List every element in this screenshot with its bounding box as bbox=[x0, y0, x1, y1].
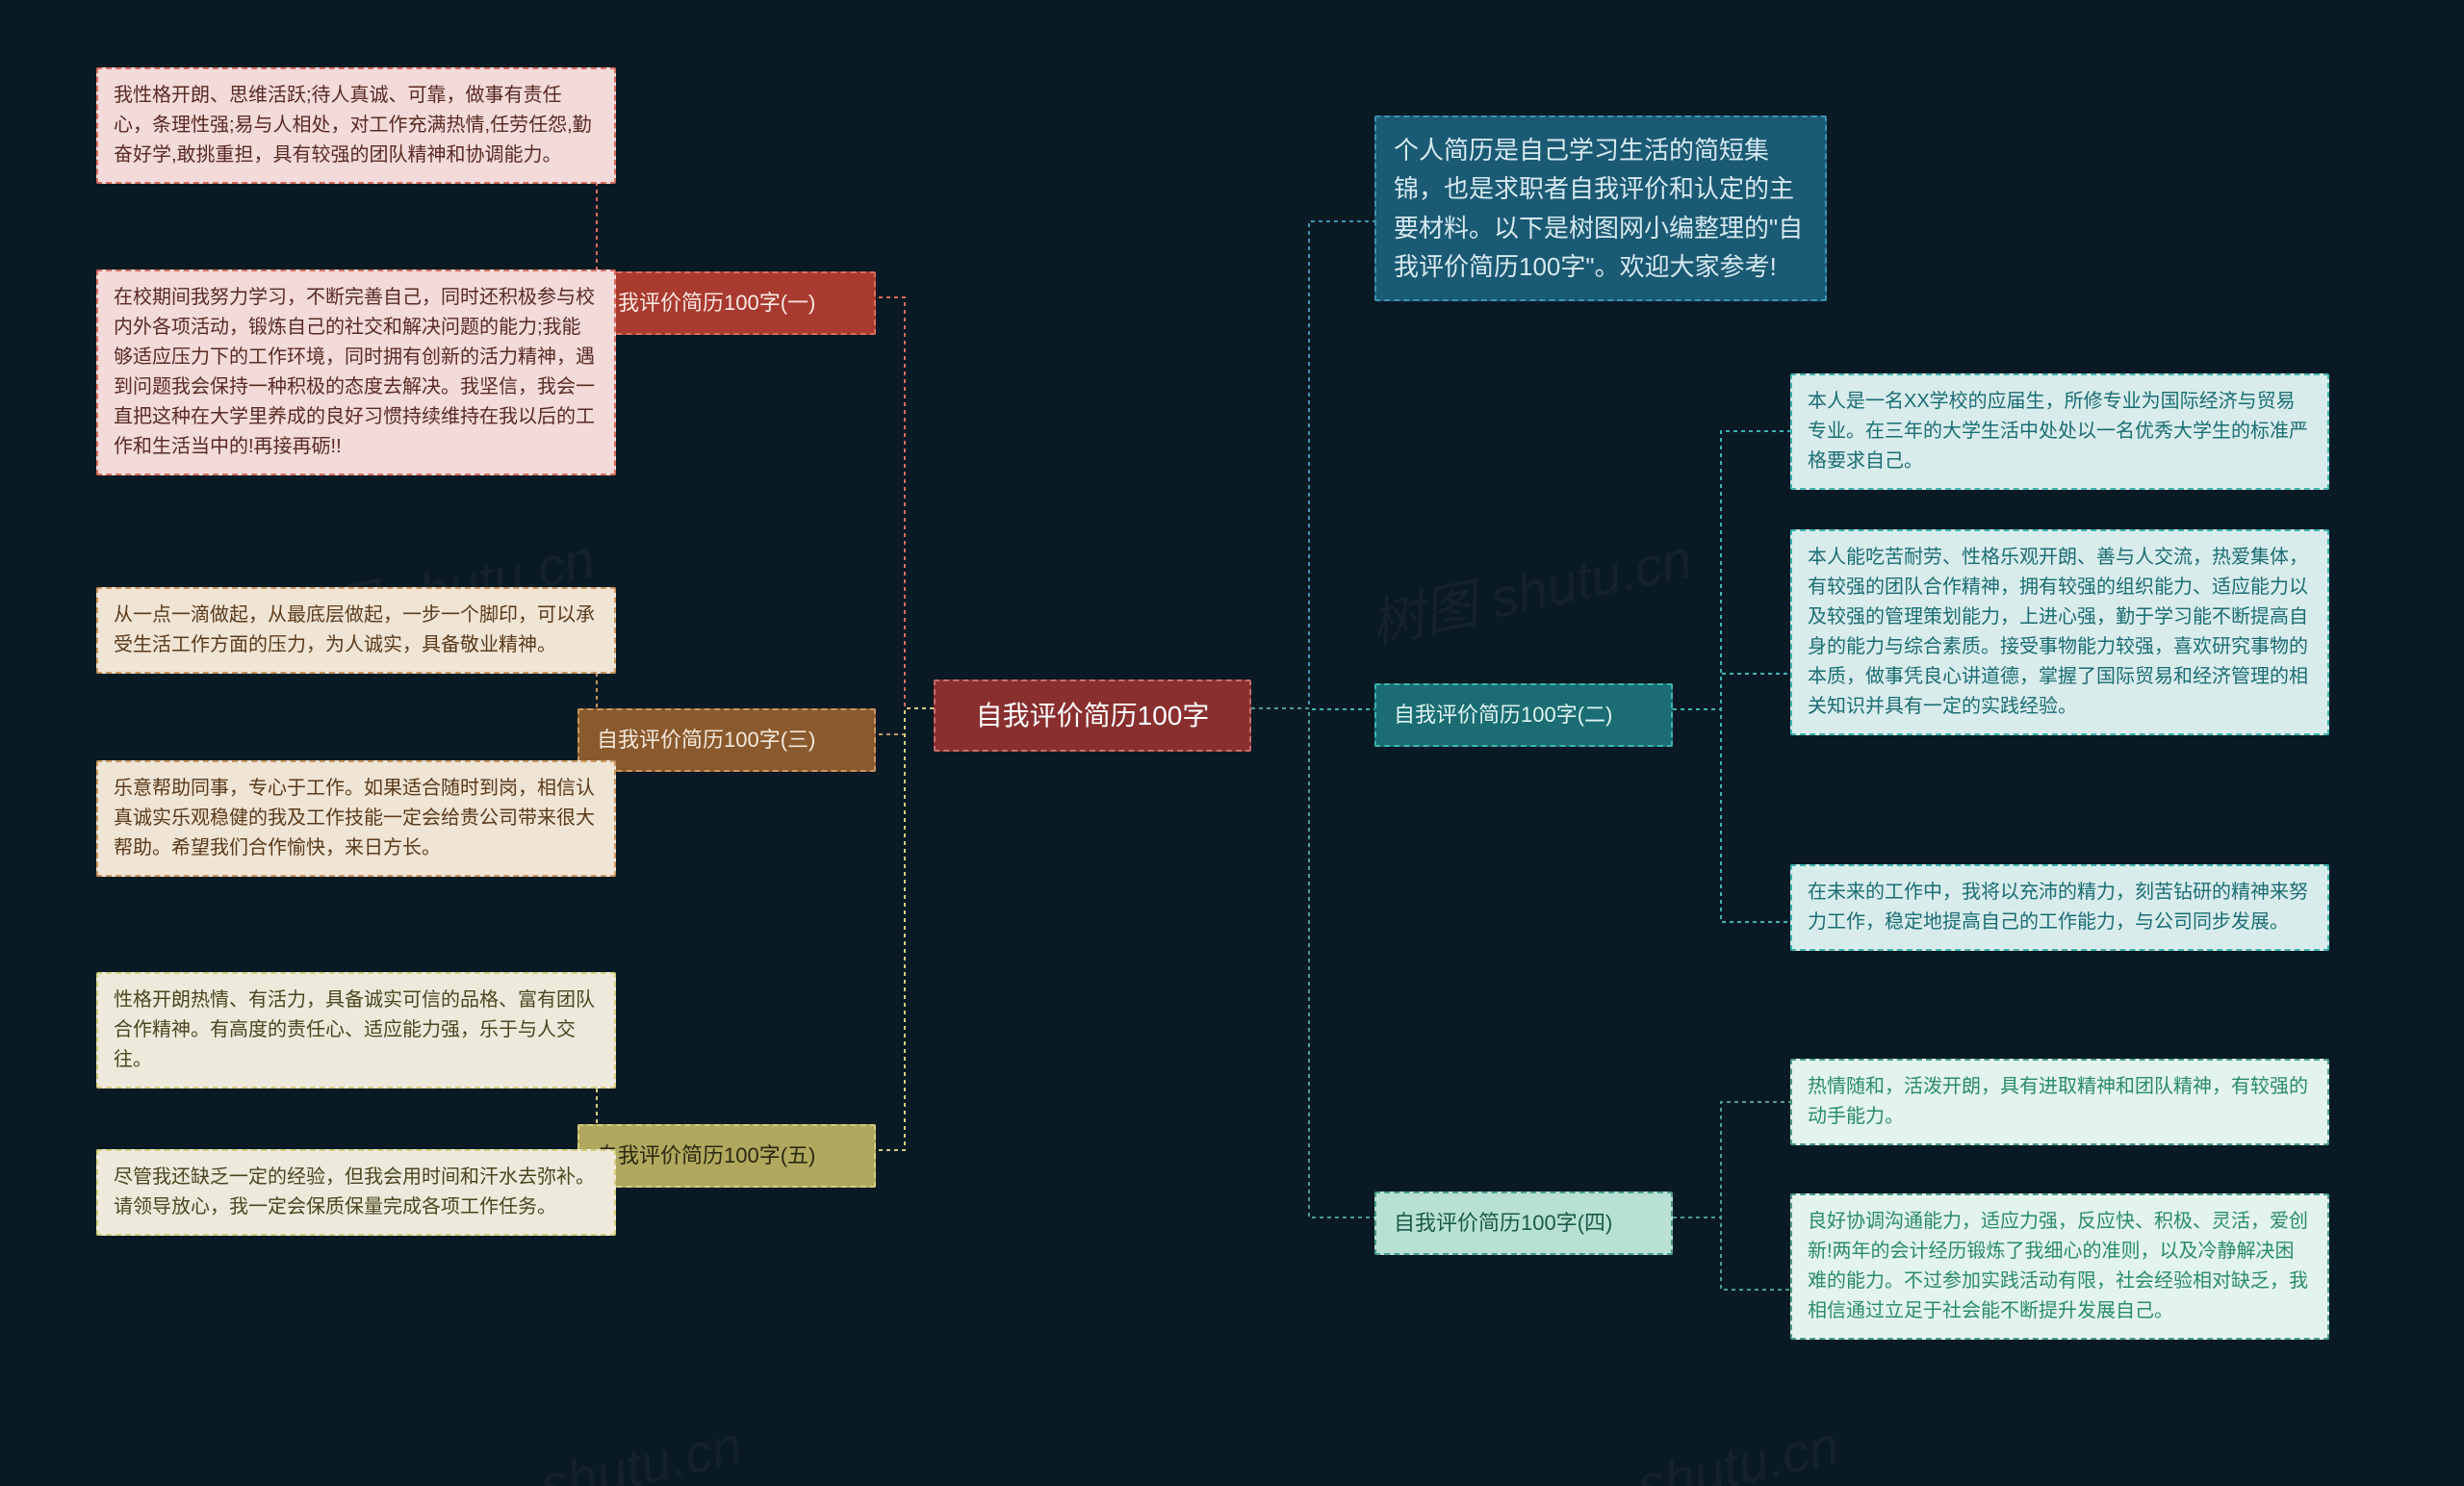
watermark: shutu.cn bbox=[535, 1414, 748, 1486]
branch-node[interactable]: 自我评价简历100字(四) bbox=[1374, 1191, 1673, 1255]
watermark: shutu.cn bbox=[1632, 1414, 1845, 1486]
leaf-node[interactable]: 性格开朗热情、有活力，具备诚实可信的品格、富有团队合作精神。有高度的责任心、适应… bbox=[96, 972, 616, 1089]
leaf-node[interactable]: 我性格开朗、思维活跃;待人真诚、可靠，做事有责任心，条理性强;易与人相处，对工作… bbox=[96, 67, 616, 184]
root-node tree-root[interactable]: 自我评价简历100字 bbox=[934, 679, 1251, 752]
leaf-node[interactable]: 本人是一名XX学校的应届生，所修专业为国际经济与贸易专业。在三年的大学生活中处处… bbox=[1790, 373, 2329, 490]
leaf-node[interactable]: 在校期间我努力学习，不断完善自己，同时还积极参与校内外各项活动，锻炼自己的社交和… bbox=[96, 269, 616, 475]
leaf-node[interactable]: 在未来的工作中，我将以充沛的精力，刻苦钻研的精神来努力工作，稳定地提高自己的工作… bbox=[1790, 864, 2329, 951]
branch-node[interactable]: 自我评价简历100字(三) bbox=[578, 708, 876, 772]
leaf-node[interactable]: 热情随和，活泼开朗，具有进取精神和团队精神，有较强的动手能力。 bbox=[1790, 1059, 2329, 1145]
leaf-node[interactable]: 本人能吃苦耐劳、性格乐观开朗、善与人交流，热爱集体，有较强的团队合作精神，拥有较… bbox=[1790, 529, 2329, 735]
leaf-node[interactable]: 尽管我还缺乏一定的经验，但我会用时间和汗水去弥补。请领导放心，我一定会保质保量完… bbox=[96, 1149, 616, 1236]
branch-node[interactable]: 自我评价简历100字(二) bbox=[1374, 683, 1673, 747]
leaf-node[interactable]: 良好协调沟通能力，适应力强，反应快、积极、灵活，爱创新!两年的会计经历锻炼了我细… bbox=[1790, 1193, 2329, 1340]
branch-node[interactable]: 自我评价简历100字(五) bbox=[578, 1124, 876, 1188]
watermark: 树图 shutu.cn bbox=[1362, 516, 1698, 660]
branch-node[interactable]: 自我评价简历100字(一) bbox=[578, 271, 876, 335]
branch-node[interactable]: 个人简历是自己学习生活的简短集锦，也是求职者自我评价和认定的主要材料。以下是树图… bbox=[1374, 115, 1827, 301]
leaf-node[interactable]: 乐意帮助同事，专心于工作。如果适合随时到岗，相信认真诚实乐观稳健的我及工作技能一… bbox=[96, 760, 616, 877]
leaf-node[interactable]: 从一点一滴做起，从最底层做起，一步一个脚印，可以承受生活工作方面的压力，为人诚实… bbox=[96, 587, 616, 674]
